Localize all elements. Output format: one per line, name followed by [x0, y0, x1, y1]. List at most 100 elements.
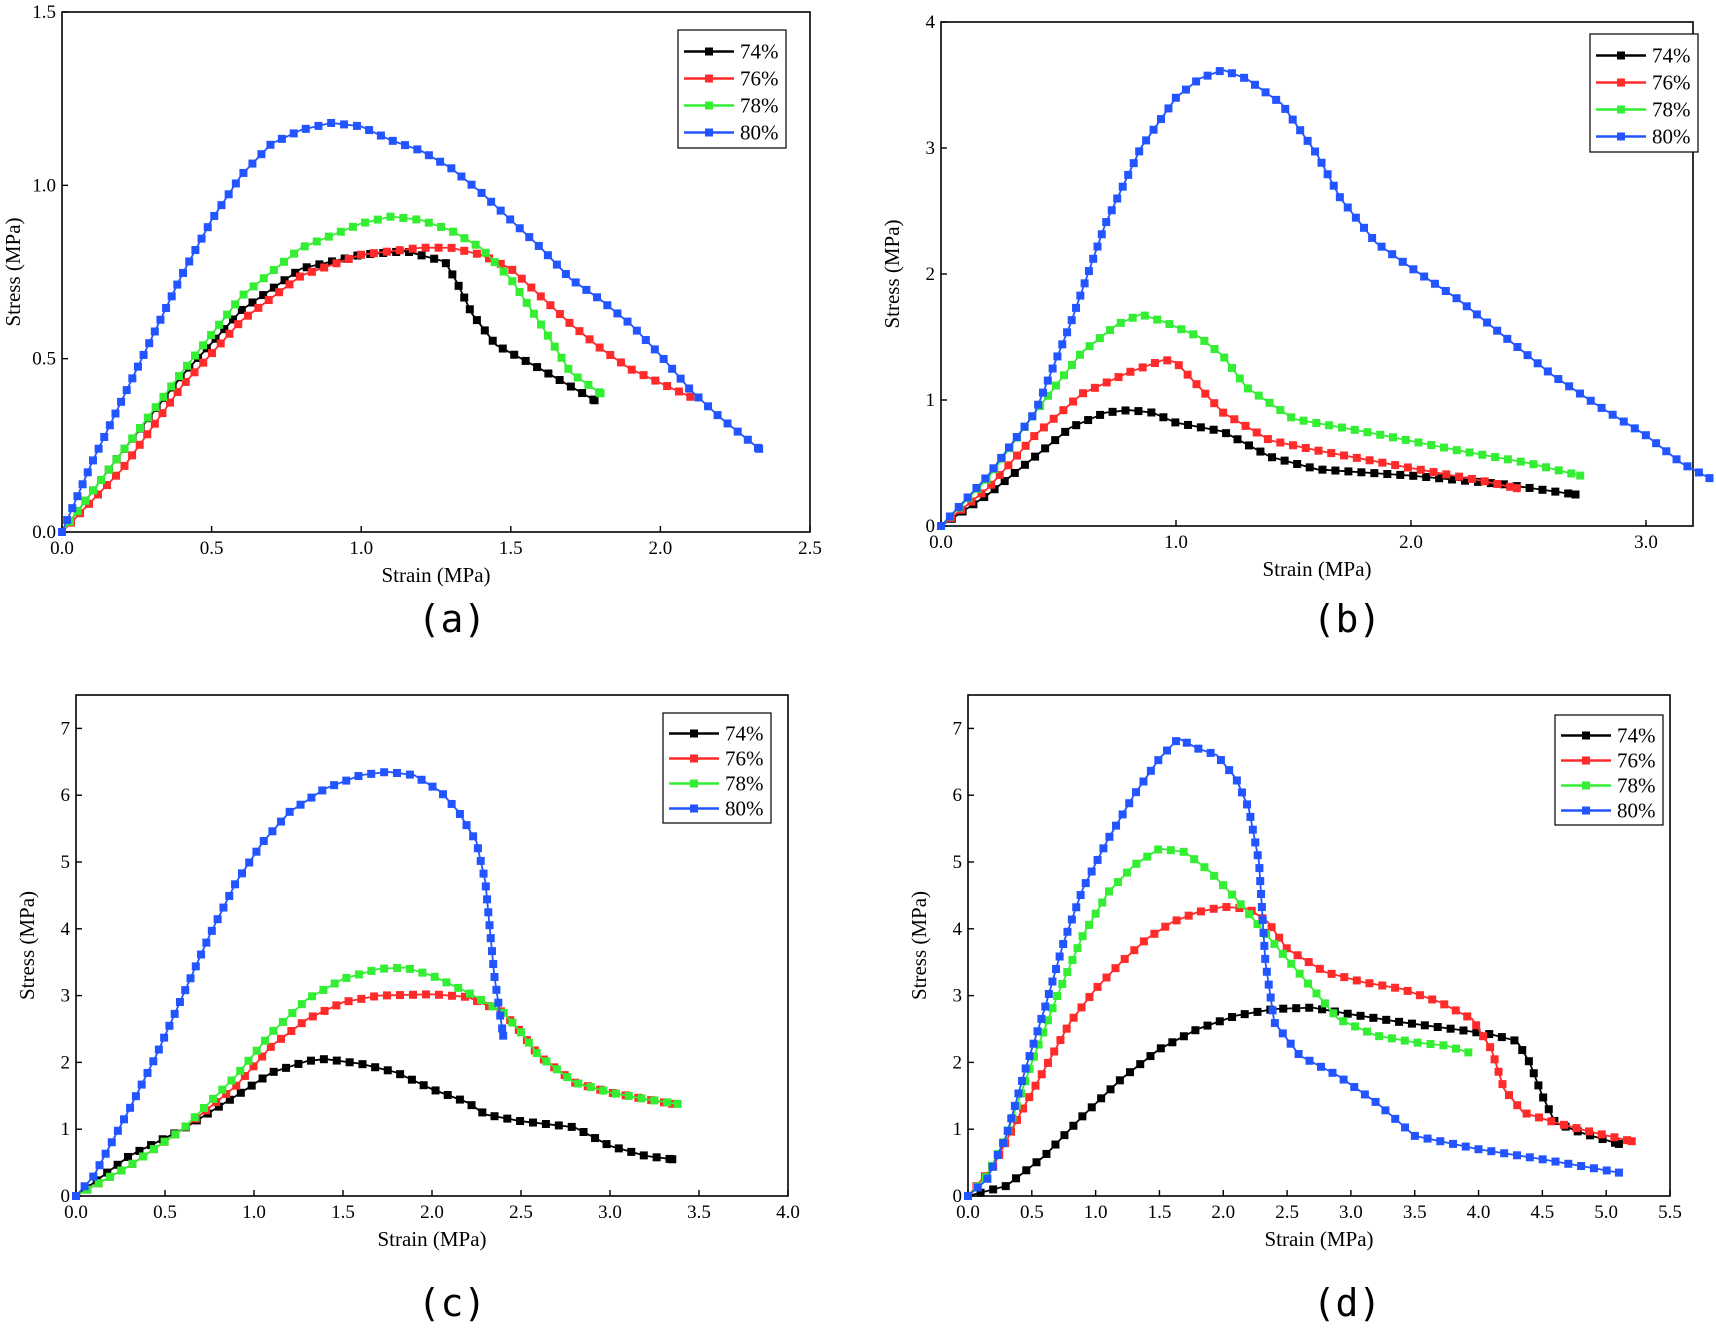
data-point	[552, 260, 561, 269]
data-point	[1069, 1013, 1078, 1022]
series-line	[940, 313, 1581, 527]
data-point	[179, 268, 188, 277]
data-point	[1442, 470, 1451, 479]
data-point	[395, 246, 404, 255]
panel-caption: (d)	[1313, 1281, 1382, 1325]
data-point	[1063, 968, 1072, 977]
data-point	[1474, 1145, 1483, 1154]
data-point	[1461, 1142, 1470, 1151]
data-point	[1294, 1050, 1303, 1059]
data-point	[1525, 1153, 1534, 1162]
data-point	[1413, 1038, 1422, 1047]
data-point	[80, 1182, 89, 1191]
data-point	[150, 327, 159, 336]
x-tick-label: 1.0	[1164, 532, 1188, 553]
data-point	[990, 485, 999, 494]
data-point	[1182, 738, 1191, 747]
data-point	[1019, 1104, 1028, 1113]
data-point	[1004, 461, 1013, 470]
data-point	[1585, 1127, 1594, 1136]
x-tick-label: 4.0	[776, 1202, 800, 1223]
data-point	[1270, 939, 1279, 948]
data-point	[1268, 1006, 1277, 1015]
data-point	[319, 985, 328, 994]
data-point	[131, 1092, 140, 1101]
data-point	[1524, 1057, 1533, 1066]
data-point	[231, 179, 240, 188]
data-point	[1108, 407, 1117, 416]
x-tick-label: 1.5	[499, 538, 523, 559]
data-point	[487, 197, 496, 206]
data-point	[1535, 1113, 1544, 1122]
data-point	[1304, 958, 1313, 967]
data-point	[269, 1067, 278, 1076]
data-point	[344, 254, 353, 263]
data-point	[1339, 1075, 1348, 1084]
data-point	[1534, 1081, 1543, 1090]
data-point	[285, 280, 294, 289]
data-point	[167, 292, 176, 301]
data-point	[113, 1160, 122, 1169]
data-point	[457, 172, 466, 181]
data-point	[488, 336, 497, 345]
data-point	[1485, 1030, 1494, 1039]
data-point	[534, 241, 543, 250]
data-point	[1281, 104, 1290, 113]
data-point	[239, 290, 248, 299]
legend-swatch-marker	[1617, 132, 1625, 141]
data-point	[997, 453, 1006, 462]
panel-c: 0.0 0.5 1.0 1.5 2.0 2.5 3.0 3.5 4.0 0 1 2 3 4 5 6 7 Strai…	[15, 694, 800, 1325]
data-point	[190, 368, 199, 377]
data-point	[1091, 909, 1100, 918]
data-point	[1072, 903, 1081, 912]
data-point	[473, 844, 482, 853]
series-line	[61, 250, 596, 533]
data-point	[259, 274, 268, 283]
data-point	[1048, 977, 1057, 986]
data-point	[972, 483, 981, 492]
data-point	[1683, 462, 1692, 471]
data-point	[136, 424, 145, 433]
data-point	[1130, 946, 1139, 955]
data-point	[1577, 1162, 1586, 1171]
data-point	[1662, 447, 1671, 456]
data-point	[1105, 887, 1114, 896]
y-tick-label: 1	[61, 1119, 71, 1140]
data-point	[424, 218, 433, 227]
data-point	[1139, 937, 1148, 946]
data-point	[386, 212, 395, 221]
data-point	[1093, 982, 1102, 991]
data-point	[1295, 969, 1304, 978]
data-point	[269, 1026, 278, 1035]
data-point	[396, 1070, 405, 1079]
data-point	[565, 318, 574, 327]
legend-swatch-marker	[1617, 78, 1625, 87]
data-point	[515, 288, 524, 297]
data-point	[465, 989, 474, 998]
data-point	[1414, 438, 1423, 447]
data-point	[1043, 1016, 1052, 1025]
data-point	[1652, 439, 1661, 448]
data-point	[484, 254, 493, 263]
data-point	[1387, 1034, 1396, 1043]
data-point	[1436, 1137, 1445, 1146]
data-point	[1251, 838, 1260, 847]
data-point	[1490, 1055, 1499, 1064]
data-point	[755, 444, 764, 453]
data-point	[369, 249, 378, 258]
data-point	[1314, 446, 1323, 455]
data-point	[257, 150, 266, 159]
data-point	[357, 994, 366, 1003]
y-tick-label: 6	[61, 785, 71, 806]
data-point	[676, 374, 685, 383]
legend-label: 76%	[1617, 749, 1656, 773]
data-point	[1124, 170, 1133, 179]
data-point	[367, 769, 376, 778]
data-point	[1172, 737, 1181, 746]
data-point	[987, 480, 996, 489]
data-point	[1072, 421, 1081, 430]
legend-swatch-marker	[690, 804, 698, 813]
data-point	[236, 1066, 245, 1075]
data-point	[128, 374, 137, 383]
